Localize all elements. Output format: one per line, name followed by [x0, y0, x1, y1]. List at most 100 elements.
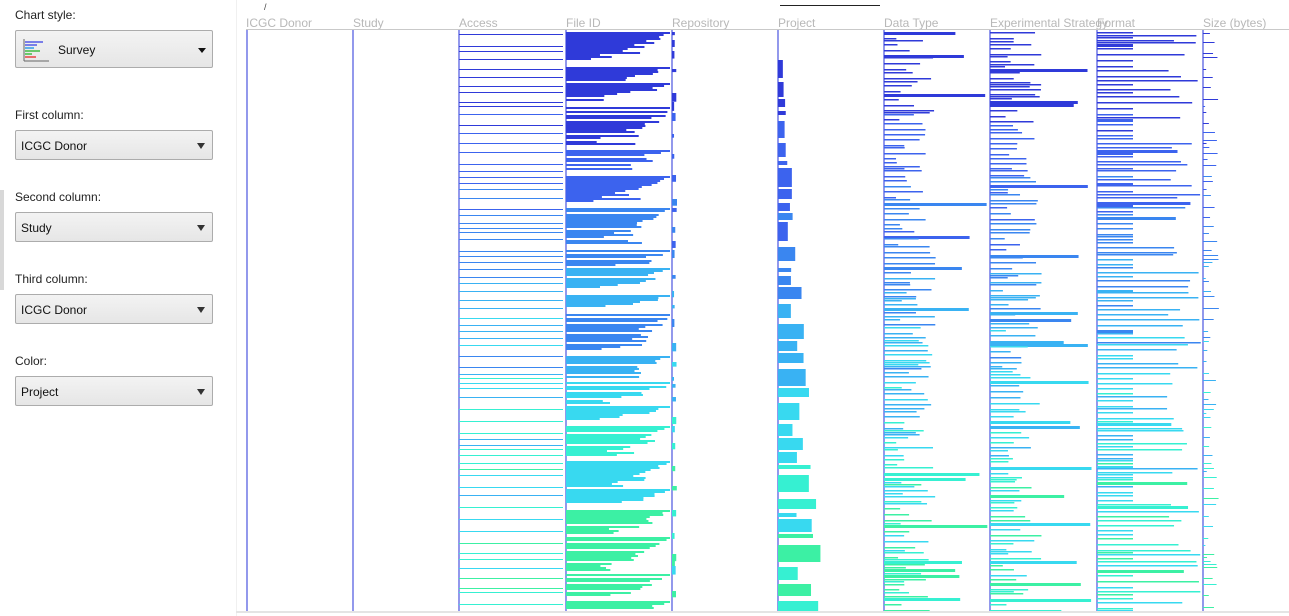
file-id-mark	[566, 154, 645, 156]
category-mark	[990, 362, 1022, 364]
size-mark	[1203, 413, 1207, 414]
category-mark	[884, 567, 906, 569]
chart-style-label: Chart style:	[15, 8, 76, 22]
access-mark	[459, 114, 563, 115]
repository-mark	[672, 343, 677, 352]
category-mark	[1097, 124, 1133, 126]
column-header-project[interactable]: Project	[778, 16, 816, 30]
file-id-mark	[566, 555, 638, 557]
category-mark	[1097, 602, 1183, 604]
access-mark	[459, 125, 563, 126]
category-mark	[1097, 89, 1171, 91]
size-mark	[1203, 99, 1219, 100]
project-mark	[778, 247, 796, 261]
category-mark	[1097, 378, 1133, 380]
column-header-icgc-donor[interactable]: ICGC Donor	[246, 16, 313, 30]
project-mark	[778, 601, 819, 613]
file-id-mark	[566, 295, 670, 297]
column-header-experimental-strategy[interactable]: Experimental Strategy	[990, 16, 1109, 30]
file-id-mark	[566, 358, 661, 360]
category-mark	[1097, 176, 1133, 178]
size-mark	[1203, 69, 1207, 70]
color-dropdown[interactable]: Project	[15, 376, 213, 406]
column-header-study[interactable]: Study	[353, 16, 384, 30]
column-header-repository[interactable]: Repository	[672, 16, 730, 30]
file-id-mark	[566, 416, 620, 418]
category-mark	[1097, 185, 1192, 187]
category-mark	[884, 447, 934, 449]
access-mark	[459, 92, 563, 93]
file-id-mark	[566, 607, 654, 609]
category-mark	[884, 437, 909, 439]
category-mark	[884, 81, 918, 83]
repository-mark	[672, 113, 676, 122]
file-id-mark	[566, 242, 642, 244]
category-mark	[884, 547, 916, 549]
category-mark	[884, 411, 917, 413]
file-id-mark	[566, 574, 670, 576]
file-id-mark	[566, 526, 640, 528]
file-id-mark	[566, 32, 670, 34]
file-id-mark	[566, 54, 600, 56]
third-column-dropdown[interactable]: ICGC Donor	[15, 294, 213, 324]
column-header-file-id[interactable]: File ID	[566, 16, 601, 30]
category-mark	[1097, 60, 1133, 62]
category-mark	[990, 599, 1092, 602]
size-mark	[1203, 595, 1209, 596]
category-mark	[990, 351, 1011, 353]
file-id-mark	[566, 220, 643, 222]
file-id-mark	[566, 210, 665, 212]
category-mark	[884, 372, 909, 374]
chart-style-dropdown[interactable]: Survey	[15, 30, 213, 68]
file-id-mark	[566, 129, 627, 131]
category-mark	[990, 442, 1014, 444]
access-mark	[459, 397, 563, 398]
column-header-access[interactable]: Access	[459, 16, 498, 30]
file-id-mark	[566, 489, 670, 491]
file-id-mark	[566, 578, 662, 580]
access-mark	[459, 171, 563, 172]
access-mark	[459, 388, 563, 389]
file-id-mark	[566, 410, 656, 412]
category-mark	[884, 569, 956, 572]
file-id-mark	[566, 495, 655, 497]
size-mark	[1203, 259, 1219, 260]
column-header-format[interactable]: Format	[1097, 16, 1136, 30]
category-mark	[990, 502, 1015, 504]
category-mark	[990, 368, 1017, 370]
access-mark	[459, 251, 563, 252]
repository-mark	[672, 426, 675, 433]
category-mark	[1097, 443, 1187, 445]
file-id-mark	[566, 87, 653, 89]
category-mark	[884, 541, 929, 543]
size-mark	[1203, 373, 1210, 374]
category-mark	[884, 267, 962, 270]
category-mark	[990, 203, 1037, 205]
file-id-mark	[566, 605, 653, 607]
top-tick-mark: /	[264, 2, 267, 12]
category-mark	[990, 244, 1020, 246]
project-mark	[778, 513, 797, 517]
file-id-mark	[566, 36, 660, 38]
category-mark	[1097, 168, 1133, 170]
access-mark	[459, 177, 563, 178]
category-mark	[1097, 565, 1198, 567]
second-column-dropdown[interactable]: Study	[15, 212, 213, 242]
access-mark	[459, 553, 563, 554]
file-id-mark	[566, 414, 623, 416]
size-mark	[1203, 226, 1214, 227]
third-column-value: ICGC Donor	[21, 303, 88, 317]
file-id-mark	[566, 553, 636, 555]
column-header-data-type[interactable]: Data Type	[884, 16, 939, 30]
category-mark	[990, 54, 1042, 56]
scrollbar-track[interactable]	[236, 611, 1289, 613]
category-mark	[884, 503, 928, 505]
file-id-mark	[566, 115, 666, 117]
first-column-dropdown[interactable]: ICGC Donor	[15, 130, 213, 160]
category-mark	[884, 213, 909, 215]
size-mark	[1203, 578, 1213, 579]
column-header-size[interactable]: Size (bytes)	[1203, 16, 1267, 30]
project-mark	[778, 567, 798, 580]
size-mark	[1203, 77, 1213, 78]
size-mark	[1203, 417, 1211, 418]
